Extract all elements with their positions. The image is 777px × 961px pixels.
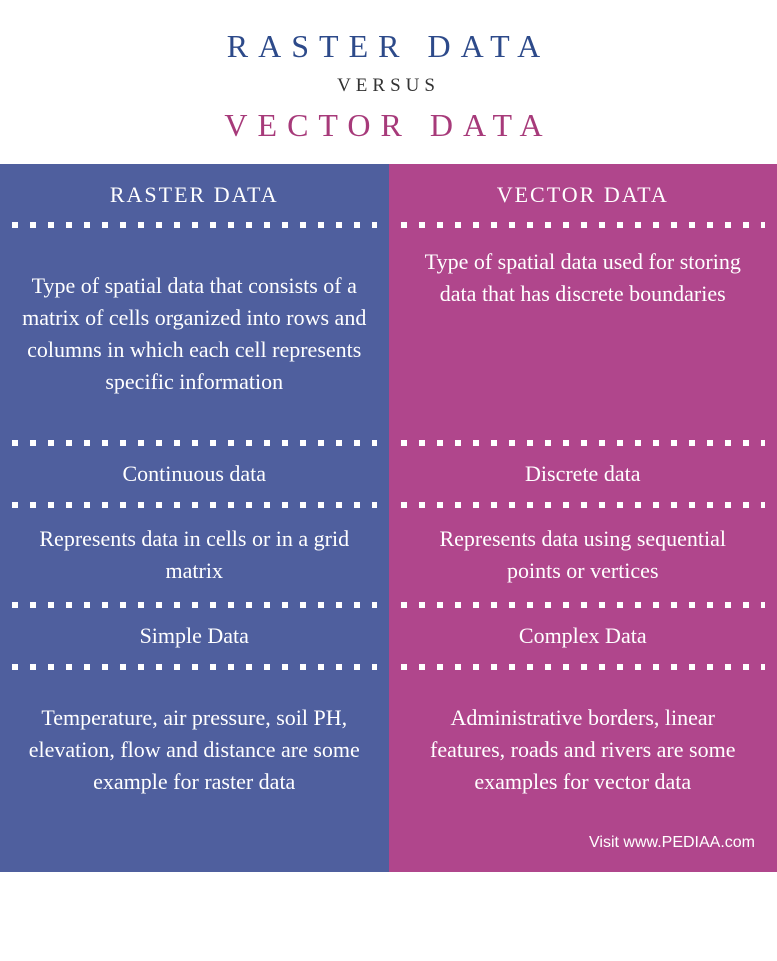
title-raster: RASTER DATA (20, 28, 757, 65)
raster-column: RASTER DATA Type of spatial data that co… (0, 164, 389, 872)
raster-representation: Represents data in cells or in a grid ma… (0, 508, 389, 602)
vector-definition: Type of spatial data used for storing da… (389, 228, 777, 440)
raster-examples: Temperature, air pressure, soil PH, elev… (0, 670, 389, 830)
raster-column-header: RASTER DATA (0, 164, 389, 222)
raster-complexity: Simple Data (0, 608, 389, 664)
comparison-table: RASTER DATA Type of spatial data that co… (0, 164, 777, 872)
vector-complexity: Complex Data (389, 608, 777, 664)
attribution-text: Visit www.PEDIAA.com (389, 830, 777, 852)
vector-column: VECTOR DATA Type of spatial data used fo… (389, 164, 777, 872)
raster-data-type: Continuous data (0, 446, 389, 502)
versus-label: VERSUS (20, 75, 757, 97)
header: RASTER DATA VERSUS VECTOR DATA (0, 0, 777, 164)
vector-representation: Represents data using sequential points … (389, 508, 777, 602)
raster-definition: Type of spatial data that consists of a … (0, 228, 389, 440)
vector-column-header: VECTOR DATA (389, 164, 777, 222)
title-vector: VECTOR DATA (20, 107, 757, 144)
vector-examples: Administrative borders, linear features,… (389, 670, 777, 830)
vector-data-type: Discrete data (389, 446, 777, 502)
